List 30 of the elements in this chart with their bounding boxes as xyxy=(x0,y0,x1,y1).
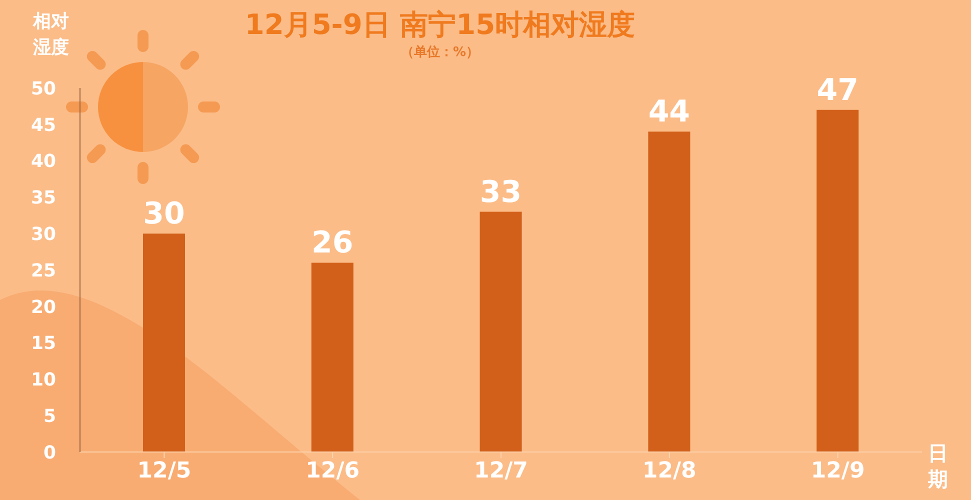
chart-subtitle: （单位：%） xyxy=(400,44,480,61)
y-axis-title: 相对湿度 xyxy=(33,10,70,60)
y-tick-label: 45 xyxy=(30,114,56,136)
x-tick-label: 12/6 xyxy=(306,458,360,484)
chart-title: 12月5-9日 南宁15时相对湿度 xyxy=(244,7,636,43)
bar xyxy=(816,110,859,452)
data-label: 30 xyxy=(143,196,185,232)
bar xyxy=(648,132,690,452)
y-tick-label: 0 xyxy=(43,442,56,464)
data-label: 44 xyxy=(648,94,690,130)
y-tick-label: 35 xyxy=(30,188,56,209)
y-tick-label: 20 xyxy=(30,296,56,318)
x-tick-label: 12/8 xyxy=(642,458,696,484)
x-tick-label: 12/7 xyxy=(474,458,528,484)
bar xyxy=(143,234,185,452)
y-tick-label: 5 xyxy=(43,406,56,427)
data-label: 26 xyxy=(312,226,354,261)
y-tick-label: 10 xyxy=(30,370,56,391)
bar xyxy=(480,212,522,452)
y-tick-label: 40 xyxy=(30,151,56,172)
y-tick-label: 50 xyxy=(30,78,56,100)
y-tick-label: 15 xyxy=(30,333,56,354)
x-tick-label: 12/9 xyxy=(810,458,865,484)
x-axis-title: 日期 xyxy=(928,440,949,492)
y-tick-label: 25 xyxy=(30,260,56,282)
y-tick-label: 30 xyxy=(30,224,56,245)
data-label: 47 xyxy=(816,72,858,108)
bar xyxy=(311,262,354,452)
x-tick-label: 12/5 xyxy=(137,458,192,484)
data-label: 33 xyxy=(480,174,522,210)
